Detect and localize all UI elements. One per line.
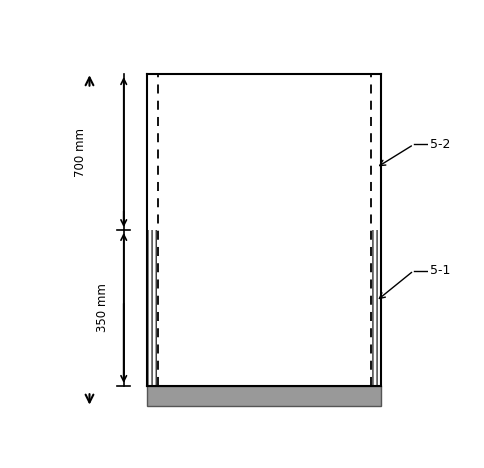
Bar <box>371 230 381 386</box>
Bar <box>147 386 381 406</box>
Bar <box>147 74 158 386</box>
Text: 5-1: 5-1 <box>430 264 451 277</box>
Text: 350 mm: 350 mm <box>96 284 108 332</box>
Bar <box>371 74 381 386</box>
Bar <box>147 230 158 386</box>
Text: 5-2: 5-2 <box>430 138 451 151</box>
Text: 700 mm: 700 mm <box>74 128 87 176</box>
